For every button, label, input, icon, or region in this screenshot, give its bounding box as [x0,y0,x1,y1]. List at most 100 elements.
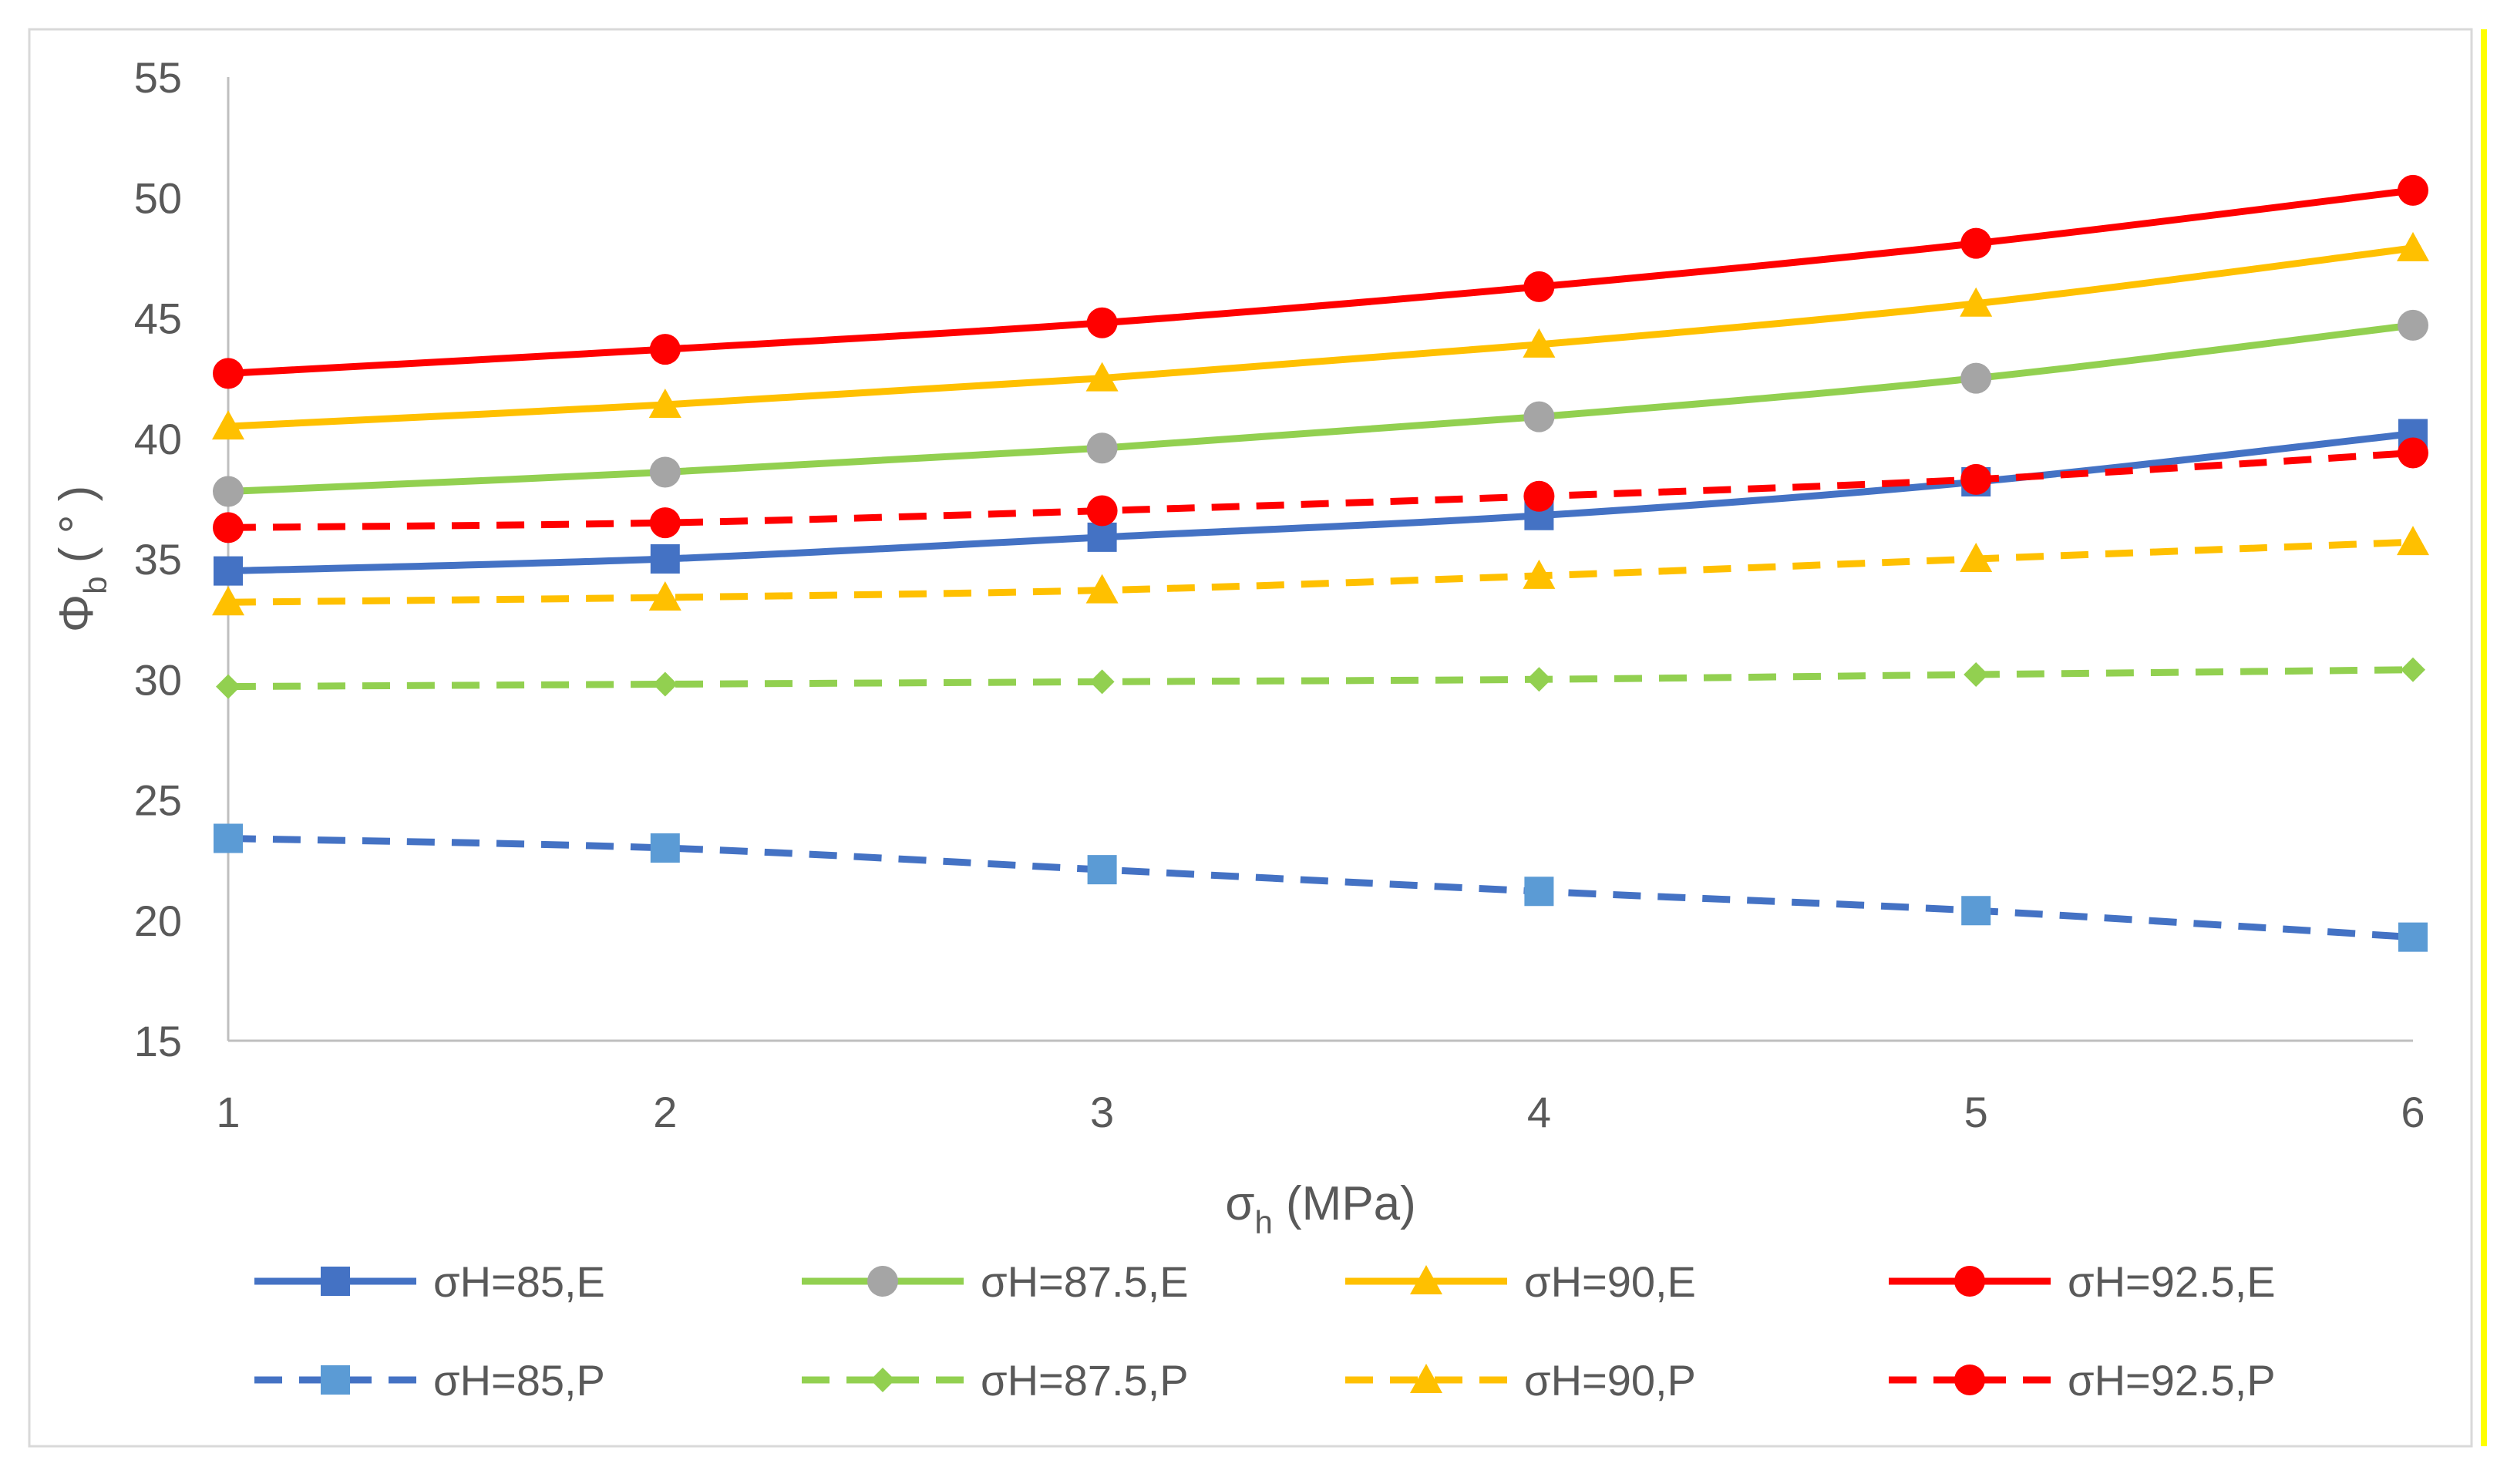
series-line-6 [227,666,2414,691]
data-point-marker [1086,307,1118,338]
data-point-marker [1523,328,1556,358]
x-tick-label: 1 [216,1088,240,1136]
right-edge-highlight [2481,29,2487,1446]
legend-label: σH=85,P [433,1356,605,1405]
legend-item: σH=85,E [254,1257,605,1306]
legend: σH=85,E σH=87.5,E σH=90,E σH=92.5,E σH=85,P σ… [254,1257,2276,1405]
data-point-marker [2398,174,2428,206]
legend-marker [1410,1265,1442,1294]
x-tick-label: 5 [1964,1088,1988,1136]
y-tick-label: 55 [134,53,182,102]
data-point-marker [2397,231,2429,261]
legend-marker [870,1368,895,1392]
data-point-marker [213,476,244,507]
chart-frame [28,28,2473,1448]
data-point-marker [1087,855,1117,885]
data-point-marker [1085,362,1119,392]
y-tick-label: 45 [134,294,182,343]
legend-label: σH=92.5,P [2068,1356,2276,1405]
data-point-marker [1086,432,1118,464]
data-point-marker [212,586,244,616]
data-point-marker [649,456,681,488]
legend-marker [321,1365,350,1395]
data-point-marker [649,507,681,539]
legend-label: σH=90,E [1524,1257,1696,1306]
legend-item: σH=85,P [254,1356,605,1405]
x-tick-label: 4 [1527,1088,1551,1136]
y-tick-label: 35 [134,535,182,584]
legend-label: σH=87.5,P [981,1356,1189,1405]
x-tick-label: 2 [653,1088,677,1136]
legend-item: σH=92.5,P [1889,1356,2276,1405]
data-point-marker [1087,522,1117,552]
y-tick-label: 30 [134,655,182,704]
legend-item: σH=87.5,P [802,1356,1189,1405]
series-line-8 [227,449,2414,531]
axis-titles: σh (MPa) Φb ( ° ) [50,486,1416,1240]
series-line-7 [227,538,2414,606]
y-tick-label: 50 [134,173,182,222]
data-point-marker [652,671,678,697]
data-point-marker [1960,543,1993,572]
legend-label: σH=87.5,E [981,1257,1189,1306]
data-point-marker [216,674,241,699]
data-point-marker [2398,309,2428,341]
legend-label: σH=92.5,E [2068,1257,2276,1306]
legend-marker [867,1266,898,1297]
y-tick-label: 40 [134,415,182,463]
series-line-3 [227,244,2414,430]
data-point-marker [1086,495,1118,527]
data-point-marker [1526,667,1552,692]
legend-item: σH=87.5,E [802,1257,1189,1306]
legend-item: σH=90,E [1345,1257,1696,1306]
data-point-marker [1085,574,1119,604]
data-point-marker [1961,896,1991,926]
data-point-marker [649,334,681,365]
data-point-marker [1524,877,1554,907]
data-point-marker [2397,526,2429,556]
legend-marker [1410,1364,1442,1393]
series-line-2 [227,321,2414,495]
data-point-marker [213,512,244,543]
data-point-marker [648,389,681,418]
legend-marker [1954,1365,1985,1395]
series-markers [212,174,2429,952]
data-point-marker [1089,669,1115,695]
data-point-marker [1960,362,1992,394]
series-line-5 [227,835,2414,941]
x-tick-label: 3 [1090,1088,1114,1136]
data-point-marker [1523,559,1556,589]
data-point-marker [648,581,681,611]
data-point-marker [1523,271,1555,302]
legend-marker [1954,1266,1985,1297]
data-point-marker [1960,463,1992,495]
data-point-marker [2398,437,2428,469]
x-tick-label: 6 [2401,1088,2425,1136]
data-point-marker [650,833,680,863]
x-axis-title: σh (MPa) [1225,1177,1416,1240]
y-tick-label: 20 [134,897,182,945]
series-line-4 [227,187,2414,377]
data-point-marker [1964,662,1989,687]
data-point-marker [1523,401,1555,432]
data-point-marker [1960,227,1992,259]
data-point-marker [214,823,243,853]
data-point-marker [2401,657,2425,682]
legend-item: σH=92.5,E [1889,1257,2276,1306]
legend-label: σH=90,P [1524,1356,1696,1405]
legend-item: σH=90,P [1345,1356,1696,1405]
data-point-marker [212,410,244,440]
legend-label: σH=85,E [433,1257,605,1306]
data-point-marker [214,556,243,586]
legend-marker [321,1267,350,1296]
data-point-marker [1960,287,1993,317]
y-tick-label: 25 [134,776,182,825]
data-point-marker [1523,480,1555,512]
y-tick-label: 15 [134,1017,182,1065]
data-point-marker [213,358,244,389]
data-point-marker [2398,922,2428,952]
y-axis-title: Φb ( ° ) [50,486,113,633]
